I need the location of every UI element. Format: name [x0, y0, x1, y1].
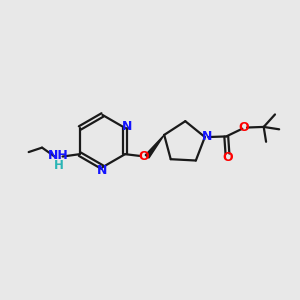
Text: N: N: [97, 164, 108, 177]
Text: O: O: [238, 121, 249, 134]
Text: N: N: [202, 130, 212, 143]
Text: H: H: [54, 159, 64, 172]
Text: N: N: [122, 120, 132, 133]
Text: O: O: [222, 151, 233, 164]
Text: NH: NH: [48, 149, 69, 162]
Text: O: O: [138, 150, 149, 163]
Polygon shape: [145, 135, 164, 158]
